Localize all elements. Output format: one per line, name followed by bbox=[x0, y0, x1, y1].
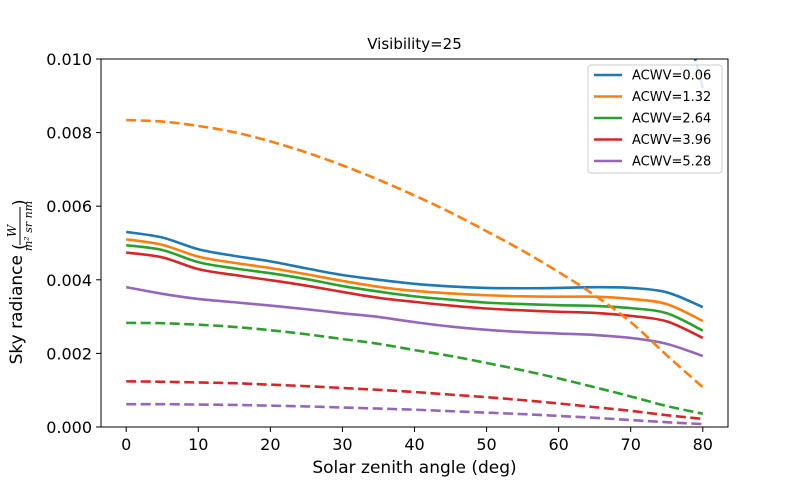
series-line-solid-4 bbox=[125, 285, 704, 358]
y-axis-ticks: 0.000 0.002 0.004 0.006 0.008 0.010 bbox=[46, 50, 101, 437]
y-axis-label: Sky radiance ( W m² sr nm ) bbox=[5, 199, 35, 364]
y-axis-label-unit-num: W bbox=[5, 223, 19, 237]
legend-label: ACWV=2.64 bbox=[632, 112, 711, 127]
series-line-dashed-6 bbox=[126, 321, 704, 416]
y-axis-label-unit-den: m² sr nm bbox=[22, 201, 35, 251]
x-tick-label: 20 bbox=[260, 435, 280, 454]
legend-label: ACWV=0.06 bbox=[632, 69, 711, 84]
series-line-solid-2 bbox=[126, 243, 704, 332]
series-line-solid-1 bbox=[126, 238, 704, 323]
series-line-dashed-8 bbox=[126, 402, 703, 426]
x-tick-label: 80 bbox=[693, 435, 713, 454]
legend-label: ACWV=3.96 bbox=[632, 133, 711, 148]
series-layer bbox=[125, 59, 705, 426]
x-tick-label: 70 bbox=[621, 435, 641, 454]
x-axis-label: Solar zenith angle (deg) bbox=[312, 458, 516, 478]
y-tick-label: 0.008 bbox=[46, 124, 92, 143]
y-tick-label: 0.002 bbox=[46, 344, 92, 363]
x-tick-label: 60 bbox=[548, 435, 568, 454]
legend-box bbox=[587, 64, 723, 174]
legend: ACWV=0.06 ACWV=1.32 ACWV=2.64 ACWV=3.96 ACWV… bbox=[587, 64, 723, 174]
y-tick-label: 0.004 bbox=[46, 271, 92, 290]
x-axis-ticks: 0 10 20 30 40 50 60 70 80 bbox=[121, 427, 713, 454]
series-line-solid-0 bbox=[126, 230, 704, 309]
y-axis-label-paren-close: ) bbox=[10, 199, 30, 206]
series-line-solid-3 bbox=[126, 251, 704, 340]
series-line-dashed-7 bbox=[126, 380, 703, 421]
y-tick-label: 0.006 bbox=[46, 197, 92, 216]
x-tick-label: 40 bbox=[404, 435, 424, 454]
y-tick-label: 0.000 bbox=[46, 418, 92, 437]
y-tick-label: 0.010 bbox=[46, 50, 92, 69]
legend-label: ACWV=1.32 bbox=[632, 90, 711, 105]
x-tick-label: 30 bbox=[332, 435, 352, 454]
legend-label: ACWV=5.28 bbox=[632, 155, 711, 170]
x-tick-label: 50 bbox=[476, 435, 496, 454]
y-axis-label-text: Sky radiance bbox=[7, 255, 27, 364]
x-tick-label: 0 bbox=[121, 435, 131, 454]
chart-title: Visibility=25 bbox=[367, 35, 462, 53]
x-tick-label: 10 bbox=[188, 435, 208, 454]
y-axis-label-paren-open: ( bbox=[10, 243, 30, 250]
